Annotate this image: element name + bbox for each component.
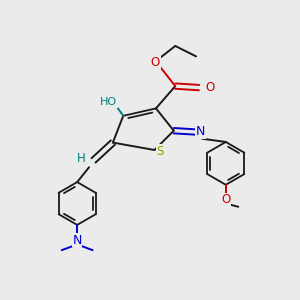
Text: O: O [151, 56, 160, 69]
Text: H: H [77, 152, 86, 165]
Text: O: O [221, 193, 230, 206]
Text: N: N [73, 234, 82, 247]
Text: O: O [205, 81, 214, 94]
Text: HO: HO [100, 98, 117, 107]
Text: S: S [156, 145, 164, 158]
Text: N: N [196, 125, 205, 138]
